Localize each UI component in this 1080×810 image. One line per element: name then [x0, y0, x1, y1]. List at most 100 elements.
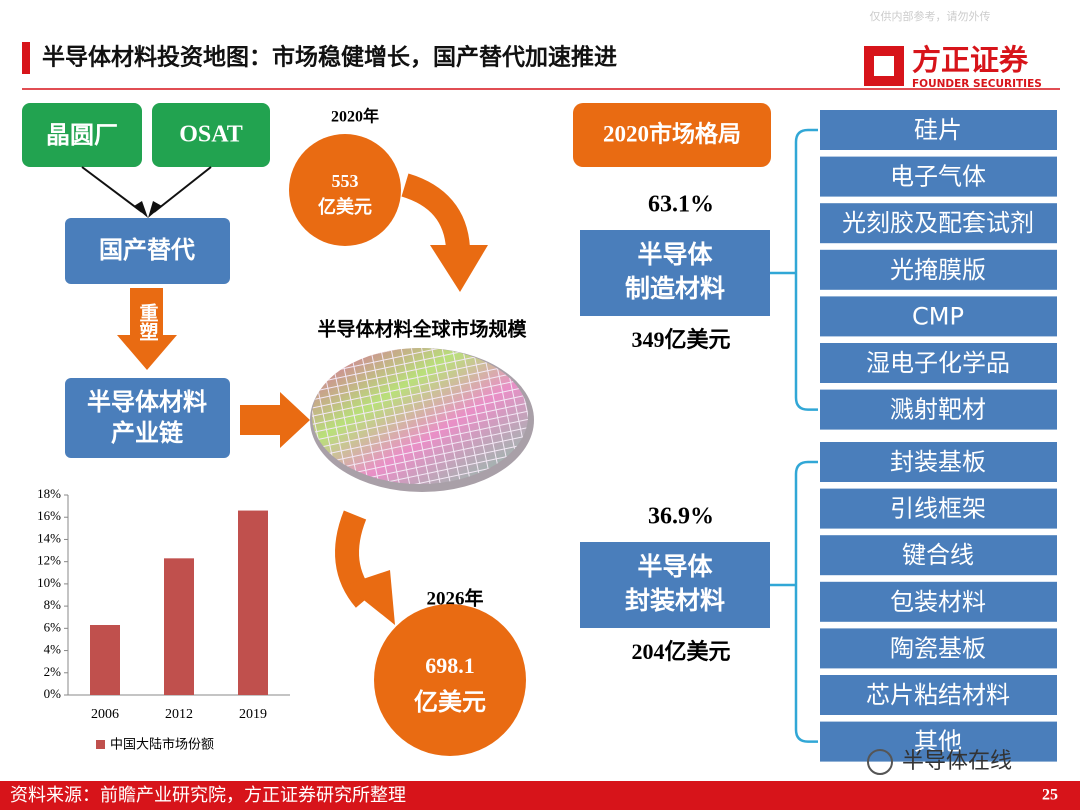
material-label: 电子气体: [890, 163, 986, 191]
market-value: 553: [332, 171, 359, 191]
watermark: 仅供内部参考，请勿外传: [870, 9, 991, 23]
material-label: 湿电子化学品: [866, 349, 1010, 377]
market-circle: [374, 604, 526, 756]
right-arrow: [240, 392, 310, 448]
material-label: 光刻胶及配套试剂: [842, 209, 1034, 237]
arrowhead: [345, 570, 395, 625]
source-box: [152, 103, 270, 167]
material-box: [820, 296, 1057, 337]
source-label: OSAT: [179, 122, 243, 148]
segment-size: 204亿美元: [631, 639, 730, 664]
x-tick-label: 2019: [239, 707, 267, 722]
curved-arrow: [401, 173, 470, 250]
year-label: 2020年: [331, 107, 379, 126]
structure-title-box: [573, 103, 771, 167]
material-box: [820, 389, 1057, 430]
badge-icon: [867, 749, 893, 775]
reshape-label: 重塑: [137, 303, 159, 341]
material-label: 溅射靶材: [890, 396, 986, 424]
bar-chart: 0% 2% 4% 6% 8% 10% 12% 14% 16% 18% 2006 2012 2019 中国大…: [37, 486, 290, 753]
footer-bar: [0, 781, 1080, 810]
segment-box: [580, 230, 770, 316]
market-unit: 亿美元: [414, 688, 486, 716]
legend-swatch: [96, 740, 105, 749]
year-label: 2026年: [426, 586, 483, 609]
logo-english: FOUNDER SECURITIES: [912, 78, 1042, 90]
title-accent: [22, 42, 30, 74]
y-tick-label: 2%: [44, 664, 62, 679]
material-box: [820, 110, 1057, 150]
y-tick-label: 8%: [44, 597, 62, 612]
segment-name: 封装材料: [625, 586, 725, 615]
arrowhead: [134, 201, 148, 218]
y-tick-label: 14%: [37, 530, 61, 545]
material-label: 陶瓷基板: [890, 634, 986, 662]
y-tick-label: 4%: [44, 642, 62, 657]
arrowhead: [148, 201, 162, 218]
bar: [164, 558, 194, 695]
chain-box: [65, 378, 230, 458]
material-box: [820, 628, 1057, 669]
bracket: [770, 460, 818, 743]
material-label: 硅片: [914, 116, 962, 144]
material-box: [820, 581, 1057, 622]
y-tick-label: 6%: [44, 619, 62, 634]
segment-name: 半导体: [637, 240, 713, 269]
material-label: 引线框架: [890, 495, 986, 523]
material-box: [820, 535, 1057, 576]
material-label: 封装基板: [890, 448, 986, 476]
material-box: [820, 156, 1057, 197]
material-box: [820, 343, 1057, 383]
material-box: [820, 442, 1057, 482]
segment-name: 半导体: [637, 552, 713, 581]
footer-source: 资料来源：前瞻产业研究院，方正证券研究所整理: [10, 785, 406, 806]
badge: 半导体在线: [867, 749, 1012, 775]
segment-share: 36.9%: [648, 504, 714, 530]
material-label: 包装材料: [890, 588, 986, 616]
material-box: [820, 675, 1057, 715]
structure-title: 2020市场格局: [603, 120, 741, 146]
bar: [90, 625, 120, 695]
material-box: [820, 721, 1057, 762]
y-tick-label: 16%: [37, 508, 61, 523]
logo: 方正证券 FOUNDER SECURITIES: [864, 43, 1042, 90]
segment-size: 349亿美元: [631, 327, 730, 352]
connector: [81, 166, 212, 213]
logo-name: 方正证券: [912, 43, 1029, 77]
y-tick-label: 18%: [37, 486, 61, 501]
y-tick-label: 12%: [37, 553, 61, 568]
segments: 63.1%半导体制造材料349亿美元硅片电子气体光刻胶及配套试剂光掩膜版CMP湿…: [580, 110, 1057, 762]
down-arrow: [117, 288, 177, 370]
material-label: 其他: [914, 728, 962, 756]
page-number: 25: [1042, 787, 1058, 804]
market-value: 698.1: [425, 653, 475, 678]
chain-label: 半导体材料: [87, 388, 207, 416]
badge-text: 半导体在线: [902, 749, 1012, 774]
material-label: 键合线: [902, 541, 974, 569]
legend-label: 中国大陆市场份额: [110, 737, 214, 753]
y-tick-label: 0%: [44, 686, 62, 701]
material-label: 光掩膜版: [890, 256, 986, 284]
substitution-box: [65, 218, 230, 284]
market-circle: [289, 134, 401, 246]
segment-name: 制造材料: [625, 274, 725, 303]
market-unit: 亿美元: [318, 196, 372, 218]
material-label: CMP: [912, 302, 964, 330]
bar: [238, 510, 268, 695]
arrowhead: [430, 245, 488, 292]
substitution-label: 国产替代: [99, 236, 195, 264]
slide-title: 半导体材料投资地图：市场稳健增长，国产替代加速推进: [42, 44, 617, 71]
segment-box: [580, 542, 770, 628]
source-label: 晶圆厂: [46, 121, 118, 149]
x-tick-label: 2006: [91, 707, 119, 722]
x-tick-label: 2012: [165, 707, 193, 722]
material-box: [820, 488, 1057, 529]
material-label: 芯片粘结材料: [866, 681, 1010, 709]
segment-share: 63.1%: [648, 192, 714, 218]
wafer-grid: [312, 348, 528, 484]
material-box: [820, 203, 1057, 244]
chain-label: 产业链: [111, 419, 184, 447]
market-label: 半导体材料全球市场规模: [317, 318, 527, 341]
y-tick-label: 10%: [37, 575, 61, 590]
